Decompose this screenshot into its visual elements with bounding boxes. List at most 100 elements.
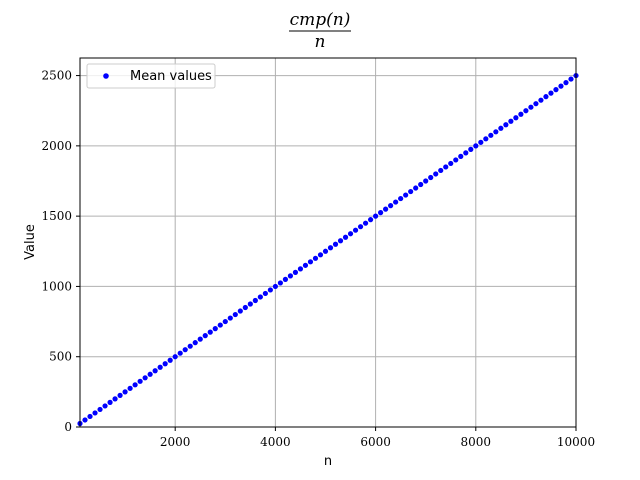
data-point	[137, 378, 143, 384]
data-point	[262, 290, 268, 297]
data-point	[162, 361, 168, 367]
data-point	[558, 83, 564, 89]
data-point	[87, 413, 93, 420]
data-point	[97, 406, 103, 413]
y-axis-label: Value	[23, 224, 38, 260]
x-axis-ticks: 2000 4000 6000 8000 10000	[160, 427, 595, 449]
y-tick-label: 1500	[41, 209, 72, 223]
data-point	[227, 315, 233, 321]
data-point	[493, 129, 499, 135]
data-point	[212, 326, 218, 332]
data-point	[553, 87, 559, 93]
y-axis-ticks: 0 500 1000 1500 2000 2500	[41, 69, 80, 434]
data-point	[327, 245, 334, 251]
data-point	[483, 136, 489, 142]
data-point	[367, 217, 374, 223]
y-tick-label: 1000	[41, 279, 72, 293]
data-point	[192, 340, 198, 346]
data-point	[503, 122, 509, 128]
legend-label: Mean values	[130, 69, 212, 84]
data-point	[197, 336, 203, 342]
data-point	[548, 90, 554, 96]
data-point	[297, 266, 304, 272]
data-point	[317, 252, 324, 258]
data-point	[533, 101, 539, 107]
data-point	[538, 97, 544, 103]
data-point	[307, 259, 314, 265]
data-point	[478, 139, 484, 145]
data-point	[247, 301, 253, 307]
data-point	[167, 357, 173, 363]
data-point	[222, 318, 228, 325]
x-tick-label: 6000	[360, 435, 391, 449]
data-point	[362, 220, 369, 226]
data-point	[172, 354, 178, 360]
data-point	[282, 276, 289, 282]
data-point	[518, 111, 524, 117]
data-point	[242, 304, 248, 311]
data-point	[82, 417, 88, 423]
data-point	[433, 171, 439, 177]
data-point	[272, 283, 278, 290]
data-point	[347, 231, 354, 237]
data-point	[352, 227, 359, 233]
data-point	[463, 150, 469, 156]
data-point	[157, 364, 163, 370]
y-tick-label: 500	[49, 350, 72, 364]
legend: Mean values	[86, 63, 216, 89]
data-point	[513, 115, 519, 121]
data-point	[428, 174, 434, 181]
data-point	[393, 199, 399, 205]
x-tick-label: 2000	[160, 435, 191, 449]
data-point	[488, 132, 494, 138]
data-point	[257, 294, 263, 300]
data-point	[372, 213, 379, 219]
data-point	[403, 192, 409, 198]
data-point	[342, 234, 349, 240]
data-point	[423, 178, 429, 184]
data-point	[408, 188, 414, 195]
data-point	[383, 206, 389, 212]
data-point	[202, 333, 208, 339]
data-point	[132, 382, 138, 388]
legend-box	[86, 63, 216, 89]
y-tick-label: 2500	[41, 69, 72, 83]
data-point	[187, 343, 193, 349]
data-point	[287, 273, 294, 279]
x-tick-label: 8000	[461, 435, 492, 449]
data-point	[312, 255, 319, 261]
data-point	[498, 125, 504, 131]
data-point	[117, 392, 123, 398]
data-point	[142, 375, 148, 381]
y-tick-label: 2000	[41, 139, 72, 153]
data-point	[468, 146, 474, 152]
data-point	[112, 396, 118, 402]
chart-title-denominator: n	[315, 32, 326, 52]
data-point	[378, 210, 384, 216]
chart-title: cmp(n) n	[289, 10, 351, 52]
data-point	[302, 262, 309, 268]
data-point	[207, 329, 213, 335]
data-point	[252, 297, 258, 304]
data-point	[473, 143, 479, 149]
data-point	[413, 185, 419, 191]
data-point	[508, 118, 514, 124]
data-point	[107, 399, 113, 405]
data-point	[322, 248, 329, 254]
legend-marker	[103, 73, 109, 79]
data-point	[292, 269, 299, 275]
chart-title-numerator: cmp(n)	[290, 10, 351, 30]
data-point	[398, 195, 404, 202]
data-point	[568, 76, 574, 82]
x-axis-label: n	[324, 454, 332, 469]
data-point	[528, 104, 534, 110]
data-point	[448, 160, 454, 167]
data-point	[523, 108, 529, 114]
data-point	[418, 181, 424, 188]
data-point	[357, 224, 364, 230]
data-point	[332, 241, 339, 247]
data-point	[563, 80, 569, 86]
data-point	[337, 238, 344, 244]
x-tick-label: 10000	[557, 435, 595, 449]
